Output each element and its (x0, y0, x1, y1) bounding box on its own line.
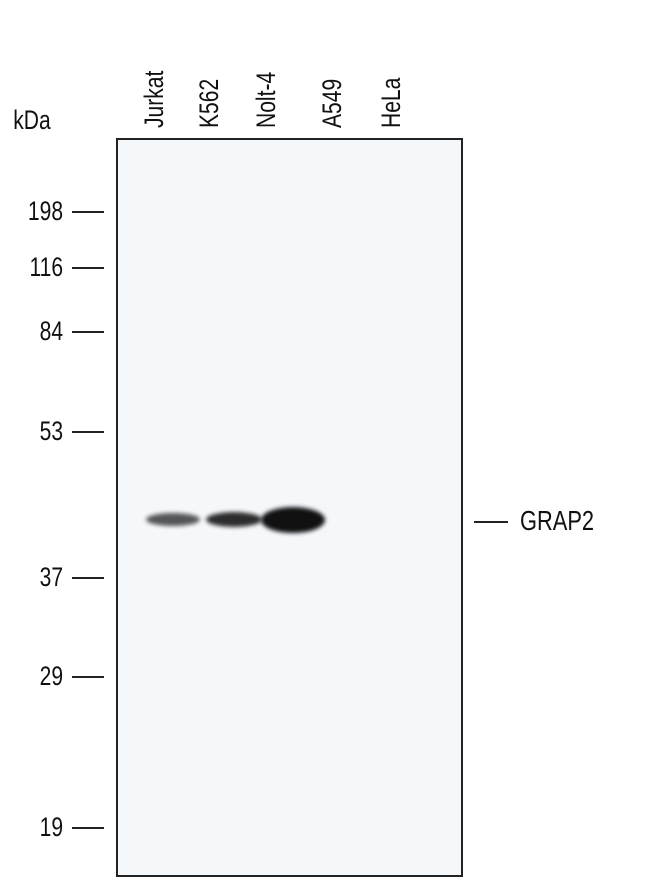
band-nolt4 (261, 507, 325, 533)
blot-membrane (116, 138, 463, 877)
band-k562 (206, 512, 262, 527)
band-jurkat (146, 513, 200, 526)
kda-label: kDa (13, 105, 51, 135)
